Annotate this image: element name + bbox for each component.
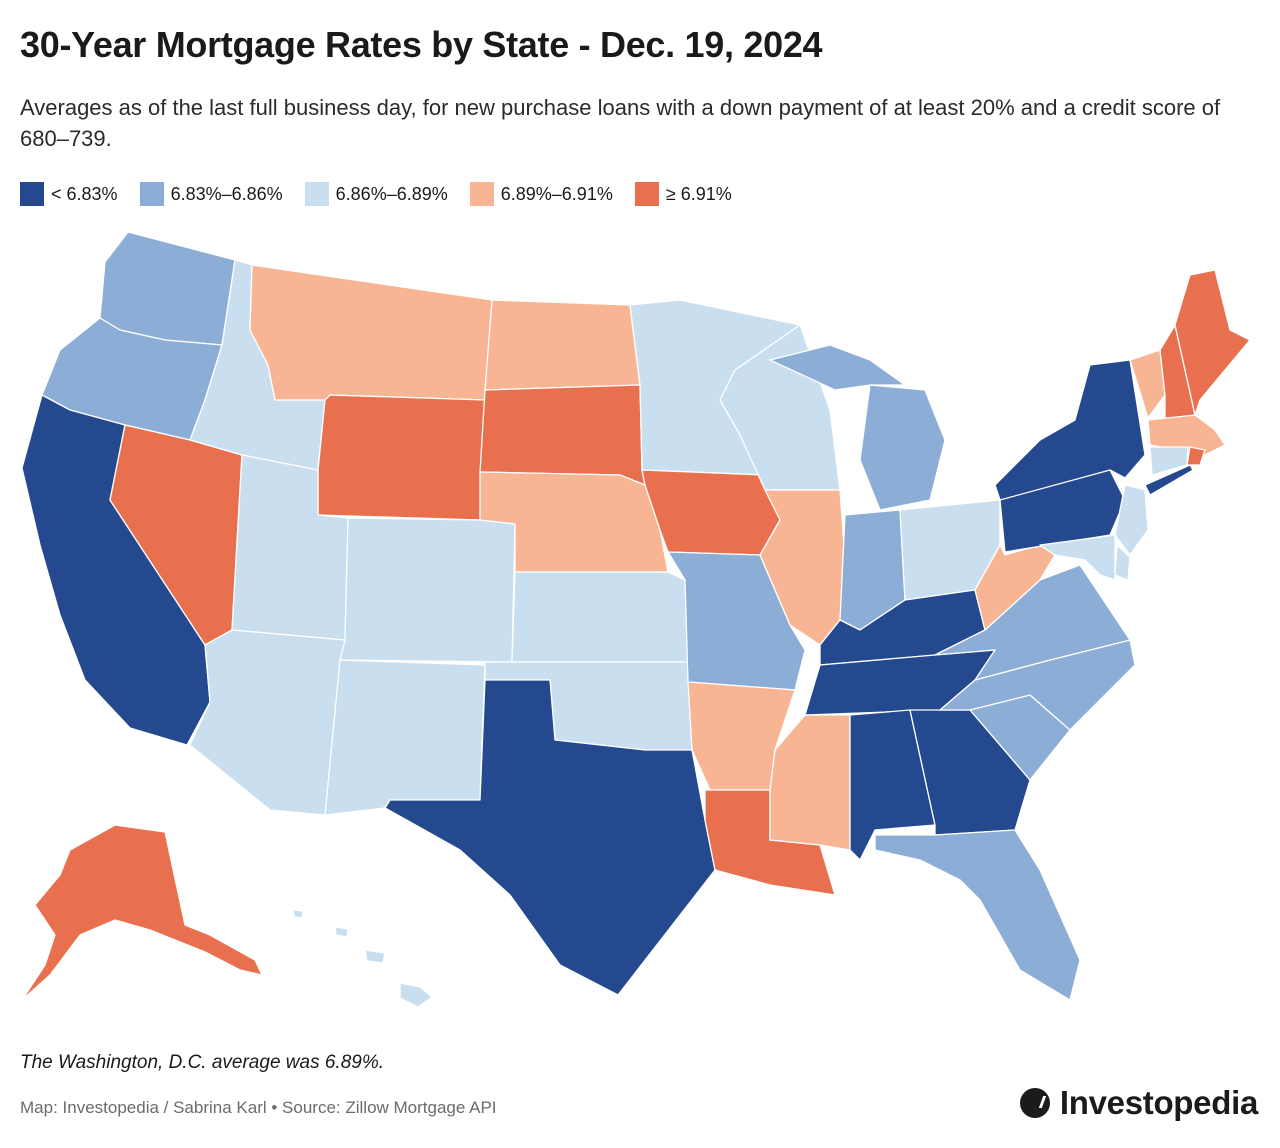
legend-swatch-tier-2 xyxy=(304,182,329,206)
legend-swatch-tier-0 xyxy=(20,182,44,206)
state-mi[interactable] xyxy=(859,384,946,511)
state-wa[interactable] xyxy=(99,231,236,346)
state-az[interactable] xyxy=(189,629,346,816)
state-mi-upper[interactable] xyxy=(769,344,906,391)
legend-swatch-tier-4 xyxy=(634,182,659,206)
state-mt[interactable] xyxy=(249,264,493,401)
state-fl[interactable] xyxy=(874,829,1081,1001)
footnote-dc: The Washington, D.C. average was 6.89%. xyxy=(20,1052,385,1073)
state-ny-li[interactable] xyxy=(1144,464,1194,496)
state-ri[interactable] xyxy=(1186,446,1206,466)
chart-subtitle: Averages as of the last full business da… xyxy=(20,95,1221,151)
state-hi-oahu[interactable] xyxy=(334,926,349,938)
state-hi[interactable] xyxy=(399,982,433,1008)
state-co[interactable] xyxy=(339,517,516,663)
state-md[interactable] xyxy=(1039,534,1116,581)
legend-label-tier-4: ≥ 6.91% xyxy=(665,183,732,204)
state-ms[interactable] xyxy=(769,714,851,851)
brand-logo: Investopedia xyxy=(1019,1084,1258,1122)
chart-title: 30-Year Mortgage Rates by State - Dec. 1… xyxy=(20,24,823,65)
source-credit: Map: Investopedia / Sabrina Karl • Sourc… xyxy=(20,1098,497,1117)
investopedia-logo-icon xyxy=(1019,1088,1050,1118)
state-sd[interactable] xyxy=(479,384,646,486)
legend-swatch-tier-1 xyxy=(139,182,164,206)
legend-item-tier-2: 6.86%–6.89% xyxy=(304,182,448,206)
state-ny[interactable] xyxy=(994,359,1146,501)
legend-item-tier-0: < 6.83% xyxy=(20,182,118,206)
legend-label-tier-0: < 6.83% xyxy=(51,183,118,204)
state-nm[interactable] xyxy=(324,659,486,816)
legend-swatch-tier-3 xyxy=(469,182,494,206)
state-wy[interactable] xyxy=(317,394,486,521)
legend-label-tier-1: 6.83%–6.86% xyxy=(170,183,283,204)
state-hi-maui[interactable] xyxy=(364,949,386,964)
legend: < 6.83% 6.83%–6.86% 6.86%–6.89% 6.89%–6.… xyxy=(20,182,732,206)
state-me[interactable] xyxy=(1174,269,1251,416)
legend-label-tier-3: 6.89%–6.91% xyxy=(500,183,613,204)
state-nj[interactable] xyxy=(1114,484,1149,556)
legend-item-tier-4: ≥ 6.91% xyxy=(634,182,732,206)
state-ma[interactable] xyxy=(1147,414,1226,456)
state-de[interactable] xyxy=(1114,544,1131,581)
state-tx[interactable] xyxy=(384,679,716,996)
state-hi-kauai[interactable] xyxy=(292,909,304,919)
legend-item-tier-3: 6.89%–6.91% xyxy=(469,182,613,206)
legend-label-tier-2: 6.86%–6.89% xyxy=(335,183,448,204)
brand-name: Investopedia xyxy=(1059,1084,1258,1121)
state-ct[interactable] xyxy=(1149,446,1189,476)
state-nd[interactable] xyxy=(484,299,641,391)
legend-item-tier-1: 6.83%–6.86% xyxy=(139,182,283,206)
us-state-map xyxy=(21,231,1251,1008)
state-ak[interactable] xyxy=(21,824,263,1001)
state-ks[interactable] xyxy=(511,571,689,663)
